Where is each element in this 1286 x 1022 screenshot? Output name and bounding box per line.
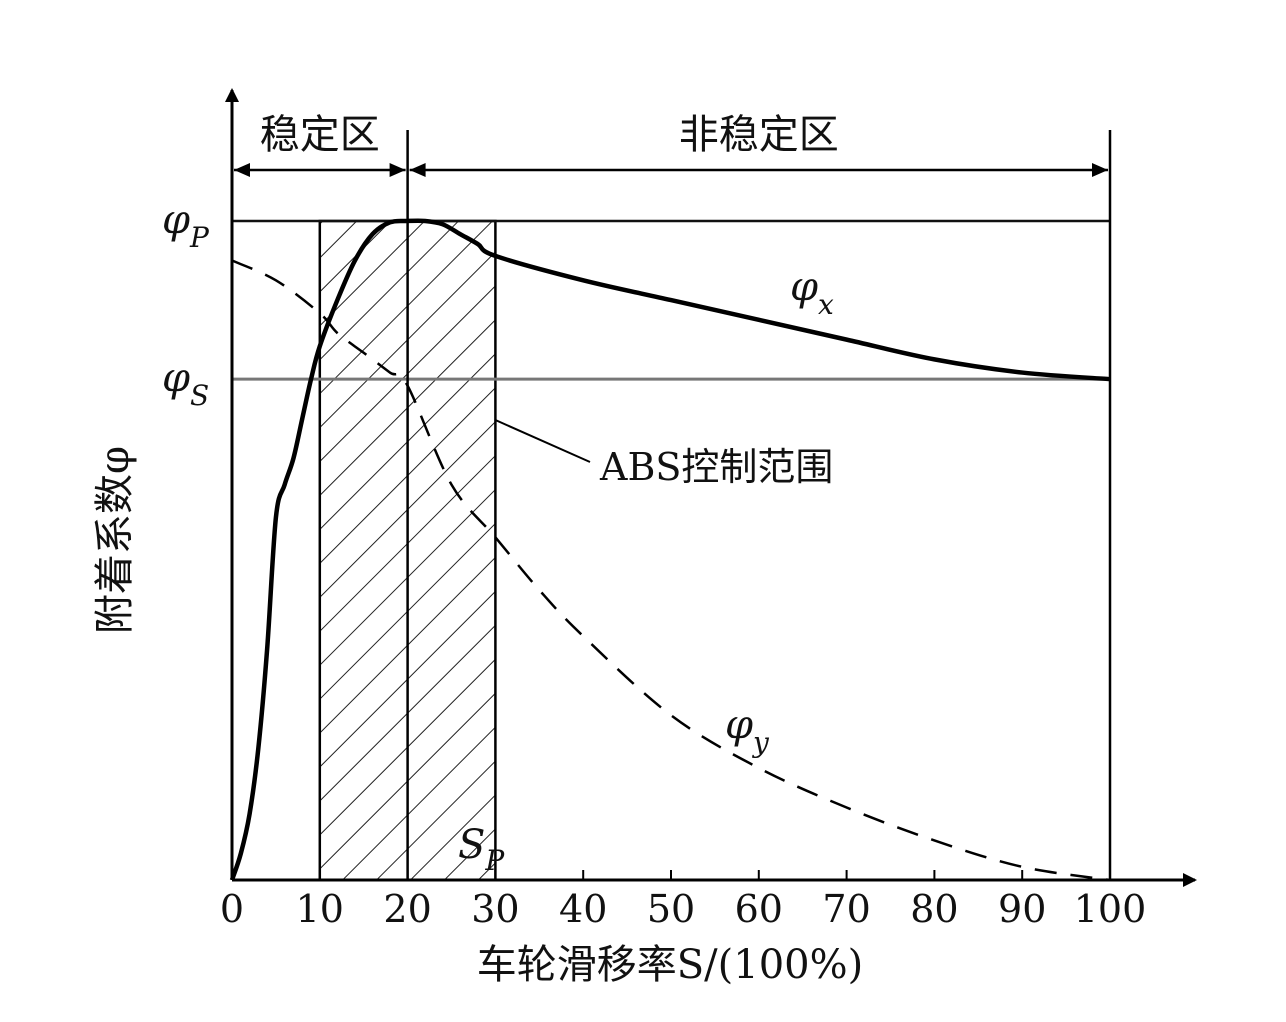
x-tick-label-100: 100 (1074, 887, 1147, 931)
x-tick-label-80: 80 (910, 887, 958, 931)
axes: 0 10 20 30 40 50 60 70 80 90 100 (220, 88, 1197, 931)
zone-brackets: 稳定区 非稳定区 (234, 112, 1108, 177)
x-tick-label-40: 40 (559, 887, 607, 931)
zone-label-1: 非稳定区 (679, 112, 839, 158)
x-tick-label-50: 50 (647, 887, 695, 931)
zone-arrow-left-0 (234, 163, 250, 177)
reference-lines (232, 130, 1112, 880)
abs-leader-line (494, 419, 591, 463)
series-label-φy: φy (725, 702, 770, 759)
zone-label-0: 稳定区 (260, 112, 380, 158)
hline-label-S: φS (162, 355, 209, 412)
abs-annotation: ABS控制范围 (599, 445, 833, 489)
series-label-φx: φx (790, 264, 834, 321)
x-tick-label-60: 60 (735, 887, 783, 931)
y-axis-label: 附着系数φ (92, 446, 138, 634)
sp-label: SP (458, 822, 505, 877)
x-axis-label: 车轮滑移率S/(100%) (477, 942, 863, 988)
series-line-φy (231, 259, 1111, 882)
x-tick-label-10: 10 (296, 887, 344, 931)
x-tick-label-20: 20 (383, 887, 431, 931)
series-line-φx (229, 218, 1111, 881)
zone-arrow-left-1 (409, 163, 426, 177)
x-tick-label-0: 0 (220, 887, 244, 931)
labels: φP φS φx φy SP ABS控制范围 (162, 197, 834, 877)
x-tick-label-90: 90 (998, 887, 1046, 931)
zone-arrow-right-0 (389, 163, 406, 177)
hline-label-P: φP (162, 197, 210, 254)
zone-arrow-right-1 (1092, 163, 1108, 177)
x-tick-label-70: 70 (822, 887, 870, 931)
series-layer (229, 218, 1111, 882)
x-tick-label-30: 30 (471, 887, 519, 931)
